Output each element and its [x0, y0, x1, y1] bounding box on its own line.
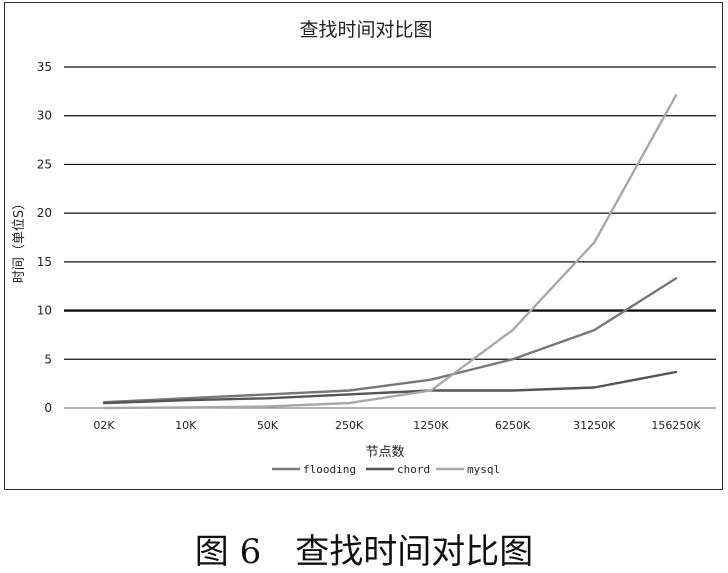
series-line-mysql — [102, 94, 678, 410]
y-tick-label: 25 — [37, 157, 52, 171]
x-axis-label: 节点数 — [365, 445, 404, 460]
series-lines — [102, 94, 678, 410]
x-tick-label: 02K — [93, 419, 115, 432]
x-axis-ticks: 02K 10K 50K 250K 1250K 6250K 31250K 156250K — [93, 419, 701, 432]
y-tick-label: 0 — [44, 401, 52, 415]
y-tick-label: 15 — [37, 255, 52, 269]
y-tick-label: 35 — [37, 60, 52, 74]
x-tick-label: 250K — [335, 419, 364, 432]
legend-label-flooding: flooding — [303, 463, 356, 476]
x-tick-label: 50K — [257, 419, 279, 432]
x-tick-label: 6250K — [495, 419, 531, 432]
x-tick-label: 31250K — [573, 419, 616, 432]
series-line-chord — [102, 370, 678, 405]
y-tick-label: 10 — [37, 304, 52, 318]
legend-label-mysql: mysql — [467, 463, 500, 476]
line-chart: 查找时间对比图 0 5 10 15 20 25 30 35 02K 10K 50K 250K 1250… — [12, 19, 716, 476]
x-tick-label: 1250K — [413, 419, 449, 432]
gridlines — [64, 66, 716, 409]
y-axis-label: 时间（单位S） — [12, 197, 27, 283]
y-tick-label: 30 — [37, 109, 52, 123]
legend: flooding chord mysql — [272, 463, 500, 476]
series-line-flooding — [102, 277, 678, 404]
figure-caption: 图 6 查找时间对比图 — [194, 532, 534, 572]
x-tick-label: 156250K — [651, 419, 701, 432]
y-axis-ticks: 0 5 10 15 20 25 30 35 — [37, 60, 52, 415]
x-tick-label: 10K — [175, 419, 197, 432]
y-tick-label: 5 — [44, 352, 52, 366]
legend-label-chord: chord — [397, 463, 430, 476]
y-tick-label: 20 — [37, 206, 52, 220]
chart-title: 查找时间对比图 — [299, 19, 432, 41]
